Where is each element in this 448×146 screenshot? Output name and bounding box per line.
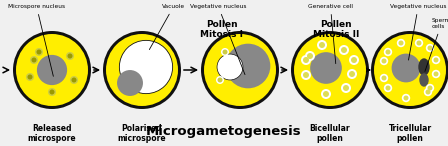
Circle shape	[384, 48, 392, 56]
Circle shape	[217, 54, 243, 80]
Circle shape	[221, 48, 229, 56]
Circle shape	[432, 70, 440, 78]
Circle shape	[319, 42, 325, 48]
Circle shape	[217, 78, 223, 82]
Circle shape	[424, 88, 432, 96]
Circle shape	[291, 31, 369, 109]
Circle shape	[36, 49, 42, 54]
Circle shape	[317, 40, 327, 50]
Circle shape	[351, 57, 357, 63]
Circle shape	[434, 72, 439, 77]
Ellipse shape	[419, 59, 429, 75]
Circle shape	[13, 31, 91, 109]
Circle shape	[26, 73, 34, 81]
Circle shape	[49, 89, 55, 94]
Circle shape	[37, 55, 67, 85]
Circle shape	[16, 34, 88, 106]
Circle shape	[48, 88, 56, 96]
Circle shape	[223, 49, 228, 54]
Circle shape	[426, 84, 434, 92]
Text: Generative cell: Generative cell	[308, 4, 353, 64]
Text: Vegetative nucleus: Vegetative nucleus	[390, 4, 447, 60]
Circle shape	[27, 74, 33, 80]
Circle shape	[380, 74, 388, 82]
Circle shape	[380, 57, 388, 65]
Ellipse shape	[420, 74, 428, 86]
Circle shape	[349, 71, 355, 77]
Circle shape	[385, 86, 391, 91]
Circle shape	[321, 89, 331, 99]
Circle shape	[35, 48, 43, 56]
Circle shape	[382, 59, 387, 64]
Circle shape	[343, 85, 349, 91]
Circle shape	[30, 56, 38, 64]
Circle shape	[427, 86, 432, 91]
Circle shape	[70, 76, 78, 84]
Circle shape	[307, 53, 313, 59]
Circle shape	[305, 51, 315, 61]
Circle shape	[404, 95, 409, 100]
Text: Bicellular
pollen: Bicellular pollen	[310, 124, 350, 143]
Text: Polarised
microspore: Polarised microspore	[118, 124, 166, 143]
Circle shape	[310, 52, 342, 84]
Circle shape	[119, 40, 172, 94]
Text: Microgametogenesis: Microgametogenesis	[146, 125, 302, 138]
Text: Sperm
cells: Sperm cells	[425, 18, 448, 71]
Circle shape	[106, 34, 178, 106]
Circle shape	[204, 34, 276, 106]
Circle shape	[382, 75, 387, 80]
Text: Tricellular
pollen: Tricellular pollen	[388, 124, 431, 143]
Circle shape	[392, 54, 420, 82]
Circle shape	[301, 55, 311, 65]
Circle shape	[432, 56, 440, 64]
Text: Vacuole: Vacuole	[149, 4, 185, 50]
Text: Released
microspore: Released microspore	[28, 124, 76, 143]
Circle shape	[349, 55, 359, 65]
Circle shape	[323, 91, 329, 97]
Circle shape	[103, 31, 181, 109]
Circle shape	[427, 46, 432, 51]
Circle shape	[347, 69, 357, 79]
Circle shape	[339, 45, 349, 55]
Circle shape	[426, 44, 434, 52]
Circle shape	[374, 34, 446, 106]
Circle shape	[66, 52, 74, 60]
Text: Microspore nucleus: Microspore nucleus	[8, 4, 65, 76]
Circle shape	[385, 49, 391, 54]
Circle shape	[68, 53, 73, 59]
Circle shape	[303, 57, 309, 63]
Circle shape	[399, 40, 404, 46]
Circle shape	[294, 34, 366, 106]
Circle shape	[31, 58, 36, 62]
Circle shape	[216, 76, 224, 84]
Circle shape	[371, 31, 448, 109]
Circle shape	[117, 70, 143, 96]
Circle shape	[341, 83, 351, 93]
Circle shape	[434, 58, 439, 62]
Text: Pollen
Mitosis I: Pollen Mitosis I	[201, 20, 244, 39]
Circle shape	[72, 78, 77, 82]
Circle shape	[301, 70, 311, 80]
Circle shape	[341, 47, 347, 53]
Circle shape	[402, 94, 410, 102]
Circle shape	[226, 44, 270, 88]
Circle shape	[415, 39, 423, 47]
Text: Vegetative nucleus: Vegetative nucleus	[190, 4, 246, 75]
Circle shape	[417, 40, 422, 46]
Circle shape	[201, 31, 279, 109]
Text: Pollen
Mitosis II: Pollen Mitosis II	[313, 20, 359, 39]
Circle shape	[397, 39, 405, 47]
Circle shape	[303, 72, 309, 78]
Circle shape	[426, 89, 431, 94]
Circle shape	[384, 84, 392, 92]
